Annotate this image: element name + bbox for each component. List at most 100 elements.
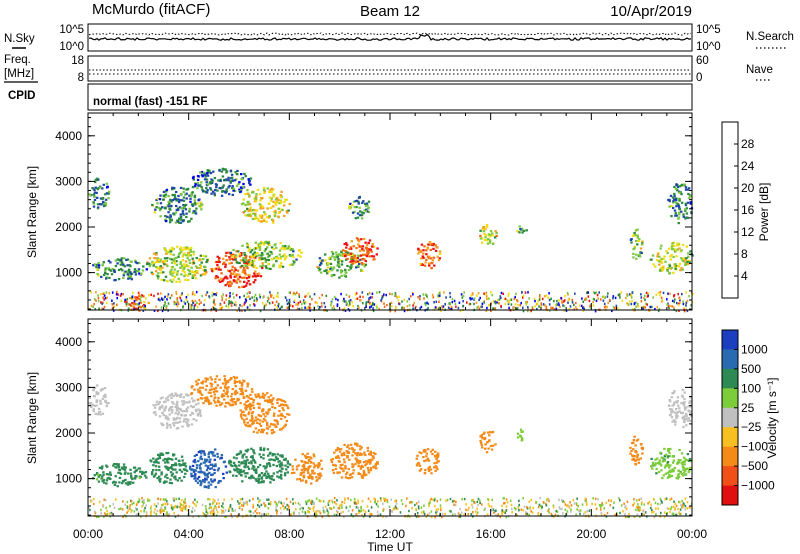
vel-cell bbox=[258, 403, 261, 406]
vel-cell bbox=[266, 462, 269, 465]
power-cell bbox=[678, 247, 681, 250]
vel-cell bbox=[676, 477, 680, 480]
power-cell bbox=[254, 212, 257, 215]
power-cell bbox=[241, 276, 244, 279]
power-cell bbox=[279, 264, 283, 267]
vel-cell bbox=[185, 401, 188, 404]
vel-cell bbox=[317, 462, 321, 465]
vel-noise-cell bbox=[415, 508, 417, 511]
vel-noise-cell bbox=[103, 515, 105, 518]
power-cell bbox=[329, 266, 333, 269]
power-cell bbox=[192, 210, 195, 213]
vel-noise-cell bbox=[643, 513, 645, 516]
power-cell bbox=[246, 207, 249, 210]
vel-noise-cell bbox=[362, 515, 365, 519]
vel-noise-cell bbox=[322, 506, 324, 509]
power-cell bbox=[243, 272, 247, 275]
freq-tick-top: 18 bbox=[71, 55, 84, 67]
vel-cell bbox=[230, 377, 233, 380]
power-noise-cell bbox=[688, 295, 690, 298]
noise-left-tick-top: 10^5 bbox=[59, 24, 84, 36]
vel-cell bbox=[210, 478, 213, 481]
vel-cell bbox=[273, 423, 276, 426]
vel-cell bbox=[672, 469, 675, 472]
vel-cell bbox=[102, 471, 105, 474]
vel-cell bbox=[677, 461, 680, 464]
power-cell bbox=[250, 255, 253, 258]
vel-cell bbox=[350, 443, 353, 446]
vel-cell bbox=[682, 404, 686, 407]
vel-cell bbox=[262, 453, 265, 456]
power-cell bbox=[686, 262, 690, 265]
vel-noise-cell bbox=[241, 508, 243, 511]
power-cell bbox=[264, 241, 267, 244]
power-noise-cell bbox=[126, 298, 129, 301]
vel-noise-cell bbox=[183, 500, 185, 503]
vel-cell bbox=[667, 455, 670, 458]
power-noise-cell bbox=[117, 293, 119, 296]
vel-noise-cell bbox=[406, 497, 408, 500]
power-noise-cell bbox=[331, 307, 334, 310]
power-cell bbox=[690, 211, 693, 214]
noise-left-label: N.Sky bbox=[4, 33, 35, 45]
power-noise-cell bbox=[553, 308, 556, 311]
vel-cell bbox=[186, 406, 190, 409]
vel-cell bbox=[282, 399, 285, 403]
vel-cell bbox=[680, 411, 683, 415]
vel-cell bbox=[263, 394, 267, 397]
power-cell bbox=[171, 265, 174, 268]
power-cell bbox=[333, 258, 337, 261]
vel-noise-cell bbox=[475, 510, 477, 513]
vel-cell bbox=[258, 463, 262, 467]
vel-cell bbox=[356, 460, 359, 463]
vel-cell bbox=[97, 475, 100, 478]
vel-cell bbox=[305, 467, 308, 471]
vel-noise-cell bbox=[599, 506, 602, 509]
power-cell bbox=[226, 282, 229, 286]
power-cell bbox=[197, 259, 201, 262]
power-noise-cell bbox=[389, 292, 391, 296]
vel-cell bbox=[340, 454, 344, 457]
power-noise-cell bbox=[532, 307, 534, 311]
power-noise-cell bbox=[457, 306, 460, 310]
vel-noise-cell bbox=[222, 502, 224, 505]
power-noise-cell bbox=[507, 294, 510, 297]
power-cell bbox=[269, 188, 272, 191]
power-noise-cell bbox=[245, 299, 248, 302]
vel-cell bbox=[174, 392, 177, 395]
power-noise-cell bbox=[469, 297, 471, 300]
power-noise-cell bbox=[265, 303, 267, 306]
vel-cell bbox=[268, 465, 272, 468]
vel-cell bbox=[239, 450, 242, 453]
power-cell bbox=[243, 172, 246, 175]
power-noise-cell bbox=[657, 291, 660, 295]
vel-cell bbox=[194, 380, 198, 383]
vel-cell bbox=[264, 474, 267, 477]
power-cell bbox=[172, 278, 175, 281]
vel-cell bbox=[203, 453, 206, 456]
vel-cell bbox=[251, 390, 254, 393]
power-noise-cell bbox=[450, 308, 452, 311]
vel-cell bbox=[163, 457, 167, 461]
vel-cell bbox=[685, 414, 688, 418]
power-cell bbox=[127, 268, 131, 271]
vel-cell bbox=[673, 390, 676, 393]
power-cell bbox=[423, 264, 427, 267]
power-cell bbox=[356, 260, 359, 263]
vel-cell bbox=[661, 456, 664, 460]
power-cell bbox=[201, 203, 204, 206]
power-cell bbox=[344, 275, 348, 278]
power-cell bbox=[210, 178, 213, 181]
power-noise-cell bbox=[194, 299, 197, 303]
vel-cell bbox=[216, 452, 219, 455]
vel-cell bbox=[273, 406, 277, 410]
power-cell bbox=[156, 257, 160, 260]
power-cell bbox=[252, 253, 255, 256]
power-cell bbox=[170, 268, 173, 271]
power-cell bbox=[173, 275, 177, 278]
power-cell bbox=[171, 186, 174, 189]
vel-cell bbox=[650, 465, 653, 468]
power-noise-cell bbox=[595, 291, 598, 294]
power-cell bbox=[340, 263, 344, 266]
power-cell bbox=[650, 258, 653, 261]
